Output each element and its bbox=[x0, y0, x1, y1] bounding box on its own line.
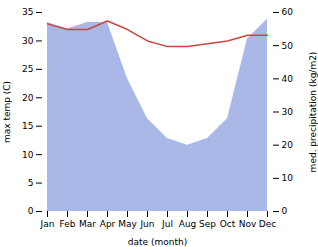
svg-text:25: 25 bbox=[22, 64, 33, 74]
svg-text:Oct: Oct bbox=[220, 219, 236, 229]
svg-text:35: 35 bbox=[22, 7, 33, 17]
svg-text:Sep: Sep bbox=[199, 219, 216, 229]
svg-text:5: 5 bbox=[28, 178, 34, 188]
svg-text:Aug: Aug bbox=[179, 219, 197, 229]
svg-text:50: 50 bbox=[282, 41, 294, 51]
svg-text:60: 60 bbox=[282, 7, 294, 17]
svg-text:30: 30 bbox=[282, 107, 294, 117]
svg-text:date (month): date (month) bbox=[128, 237, 187, 247]
svg-text:Mar: Mar bbox=[79, 219, 96, 229]
svg-text:med. precipitation (kg/m2): med. precipitation (kg/m2) bbox=[308, 52, 318, 173]
svg-text:30: 30 bbox=[22, 36, 34, 46]
svg-text:Nov: Nov bbox=[239, 219, 257, 229]
svg-text:40: 40 bbox=[282, 74, 294, 84]
svg-text:10: 10 bbox=[282, 173, 294, 183]
svg-text:20: 20 bbox=[282, 140, 294, 150]
svg-text:0: 0 bbox=[28, 206, 34, 216]
svg-text:15: 15 bbox=[22, 121, 33, 131]
svg-text:Jul: Jul bbox=[161, 219, 173, 229]
svg-text:Apr: Apr bbox=[100, 219, 116, 229]
svg-text:Jun: Jun bbox=[139, 219, 154, 229]
svg-text:20: 20 bbox=[22, 93, 34, 103]
svg-text:0: 0 bbox=[282, 206, 288, 216]
svg-text:Dec: Dec bbox=[259, 219, 276, 229]
svg-text:Feb: Feb bbox=[60, 219, 76, 229]
svg-text:max temp (C): max temp (C) bbox=[2, 81, 12, 143]
svg-text:10: 10 bbox=[22, 150, 34, 160]
svg-text:May: May bbox=[118, 219, 137, 229]
svg-text:Jan: Jan bbox=[40, 219, 55, 229]
